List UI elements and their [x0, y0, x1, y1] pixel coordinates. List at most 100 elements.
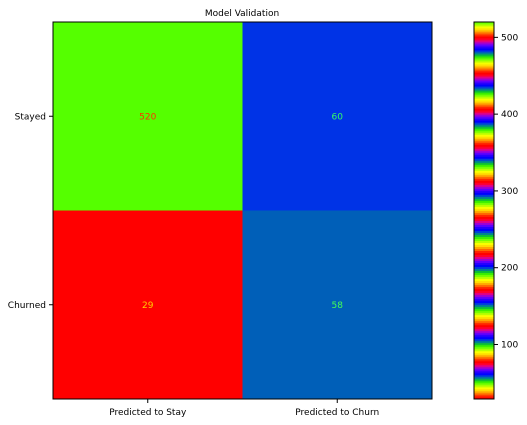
- y-axis: Stayed Churned: [8, 112, 53, 311]
- colorbar-band: [474, 274, 494, 278]
- colorbar-band: [474, 50, 494, 53]
- colorbar-band: [474, 56, 494, 59]
- colorbar-band: [474, 332, 494, 336]
- colorbar-band: [474, 220, 494, 223]
- colorbar-band: [474, 106, 494, 109]
- colorbar-band: [474, 266, 494, 270]
- colorbar-band: [474, 392, 494, 396]
- colorbar-band: [474, 130, 494, 133]
- colorbar-band: [474, 224, 494, 227]
- colorbar-band: [474, 116, 494, 119]
- colorbar-band: [474, 364, 494, 368]
- colorbar-band: [474, 222, 494, 225]
- colorbar-band: [474, 66, 494, 69]
- colorbar-band: [474, 236, 494, 239]
- cell-value-label: 29: [142, 301, 154, 311]
- colorbar-band: [474, 42, 494, 45]
- colorbar-band: [474, 58, 494, 61]
- colorbar-band: [474, 318, 494, 322]
- colorbar-band: [474, 324, 494, 328]
- colorbar-band: [474, 182, 494, 185]
- colorbar-band: [474, 268, 494, 272]
- colorbar-band: [474, 152, 494, 155]
- colorbar-band: [474, 38, 494, 41]
- colorbar-band: [474, 150, 494, 153]
- colorbar-band: [474, 260, 494, 264]
- colorbar-band: [474, 192, 494, 195]
- colorbar-band: [474, 208, 494, 211]
- colorbar-band: [474, 90, 494, 93]
- colorbar-band: [474, 388, 494, 392]
- colorbar-band: [474, 74, 494, 77]
- colorbar-band: [474, 262, 494, 266]
- colorbar-band: [474, 390, 494, 394]
- colorbar-band: [474, 156, 494, 159]
- colorbar-band: [474, 194, 494, 197]
- colorbar-band: [474, 144, 494, 147]
- colorbar-band: [474, 112, 494, 115]
- colorbar: 100 200 300 400 500: [473, 21, 518, 400]
- colorbar-band: [474, 216, 494, 219]
- colorbar-band: [474, 284, 494, 288]
- colorbar-band: [474, 186, 494, 189]
- heatmap-cell: [242, 22, 432, 211]
- colorbar-band: [474, 64, 494, 67]
- colorbar-band: [474, 316, 494, 320]
- colorbar-band: [474, 264, 494, 268]
- colorbar-band: [474, 62, 494, 65]
- colorbar-band: [474, 166, 494, 169]
- heatmap-cell: [53, 210, 243, 399]
- colorbar-band: [474, 376, 494, 380]
- colorbar-band: [474, 338, 494, 342]
- colorbar-band: [474, 94, 494, 97]
- colorbar-band: [474, 352, 494, 356]
- colorbar-band: [474, 296, 494, 300]
- colorbar-band: [474, 146, 494, 149]
- x-tick-label: Predicted to Churn: [295, 408, 379, 418]
- colorbar-band: [474, 100, 494, 103]
- colorbar-band: [474, 362, 494, 366]
- colorbar-band: [474, 158, 494, 161]
- colorbar-band: [474, 202, 494, 205]
- colorbar-band: [474, 234, 494, 237]
- colorbar-band: [474, 226, 494, 229]
- colorbar-band: [474, 354, 494, 358]
- colorbar-band: [474, 178, 494, 181]
- colorbar-band: [474, 162, 494, 165]
- colorbar-band: [474, 342, 494, 346]
- chart-title: Model Validation: [205, 9, 279, 19]
- colorbar-band: [474, 46, 494, 49]
- colorbar-band: [474, 290, 494, 294]
- colorbar-band: [474, 154, 494, 157]
- colorbar-band: [474, 328, 494, 332]
- colorbar-band: [474, 54, 494, 57]
- colorbar-band: [474, 278, 494, 282]
- colorbar-band: [474, 292, 494, 296]
- colorbar-tick-label: 400: [501, 110, 518, 120]
- colorbar-band: [474, 170, 494, 173]
- colorbar-tick-label: 100: [501, 340, 518, 350]
- colorbar-band: [474, 40, 494, 43]
- heatmap-plot-area: 520 60 29 58: [53, 22, 432, 399]
- colorbar-band: [474, 212, 494, 215]
- colorbar-tick-label: 300: [501, 187, 518, 197]
- colorbar-band: [474, 306, 494, 310]
- colorbar-band: [474, 92, 494, 95]
- colorbar-band: [474, 384, 494, 388]
- x-tick-label: Predicted to Stay: [109, 408, 187, 418]
- colorbar-band: [474, 114, 494, 117]
- colorbar-band: [474, 244, 494, 247]
- colorbar-band: [474, 218, 494, 221]
- colorbar-band: [474, 280, 494, 284]
- colorbar-band: [474, 254, 494, 258]
- colorbar-band: [474, 258, 494, 262]
- colorbar-band: [474, 238, 494, 241]
- colorbar-band: [474, 134, 494, 137]
- colorbar-band: [474, 330, 494, 334]
- colorbar-band: [474, 86, 494, 89]
- colorbar-band: [474, 96, 494, 99]
- colorbar-band: [474, 252, 494, 256]
- colorbar-band: [474, 176, 494, 179]
- colorbar-band: [474, 372, 494, 376]
